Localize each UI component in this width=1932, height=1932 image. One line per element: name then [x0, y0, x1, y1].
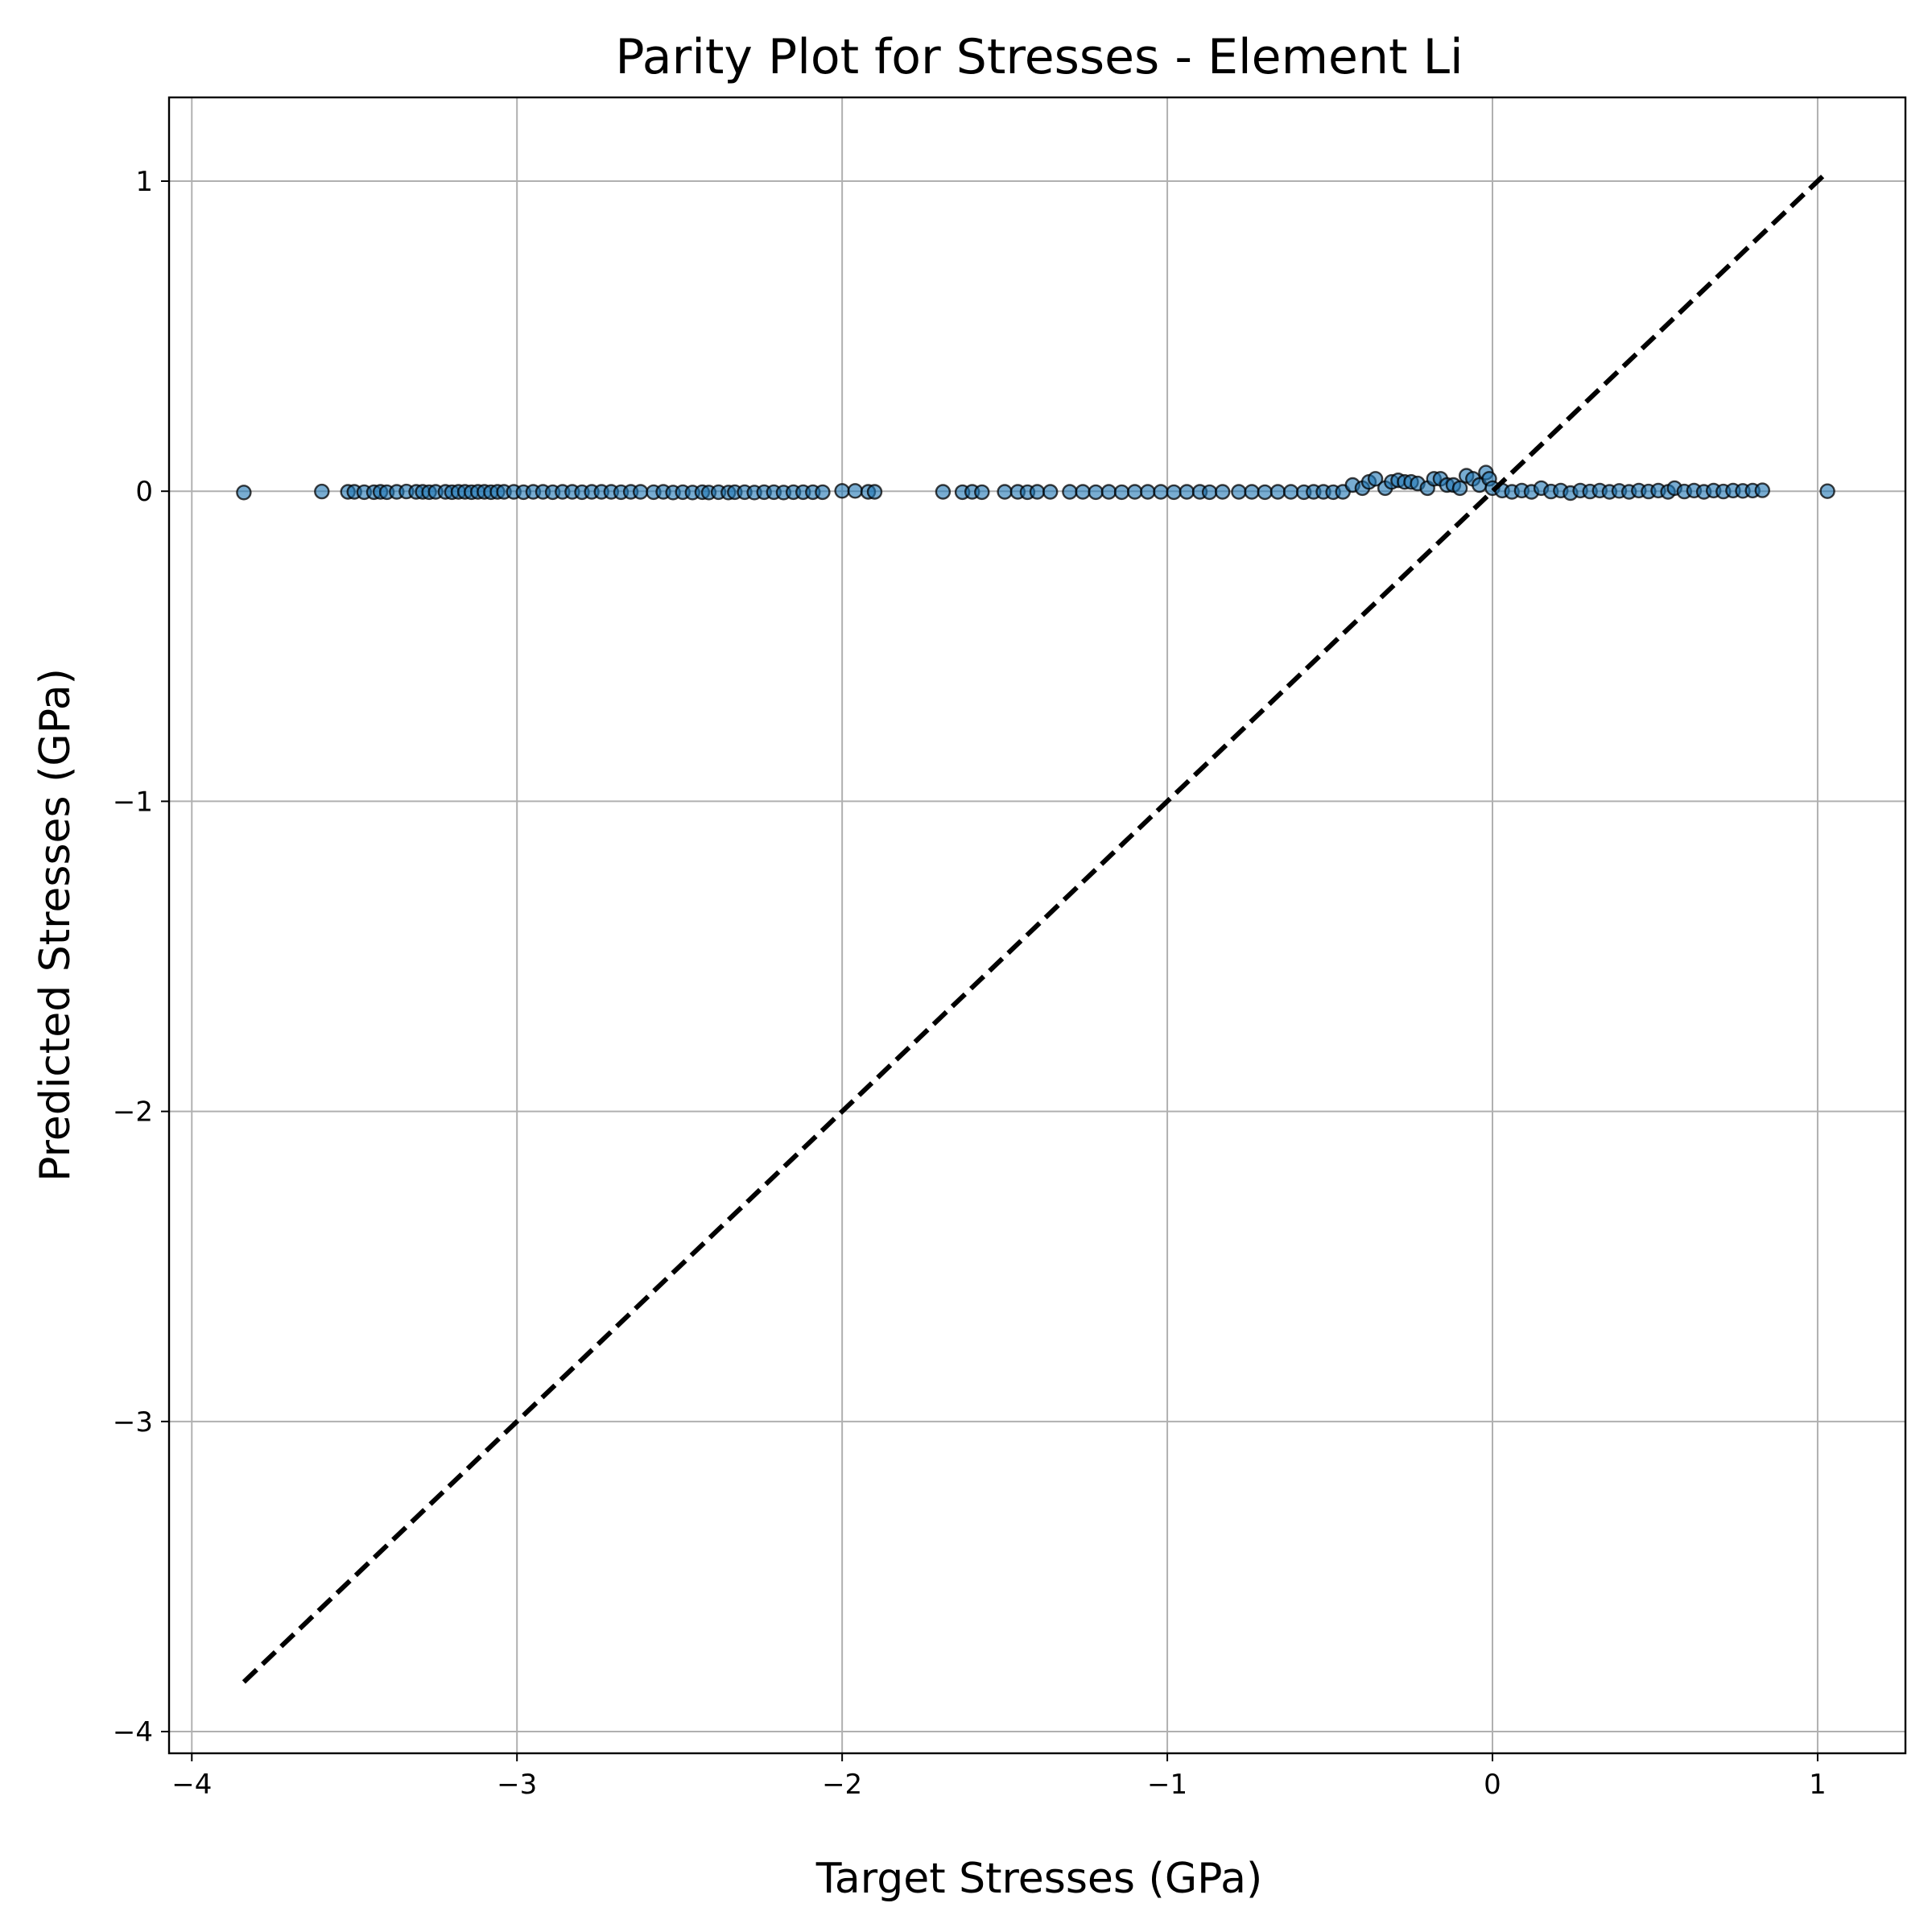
- data-point: [935, 484, 952, 500]
- data-point: [1201, 484, 1218, 501]
- data-point: [1029, 484, 1046, 500]
- x-tick-label: 1: [1809, 1769, 1827, 1801]
- data-point: [1179, 484, 1195, 500]
- data-point: [1100, 484, 1117, 500]
- x-tick-label: −4: [171, 1769, 212, 1801]
- data-point: [1367, 471, 1384, 487]
- data-point: [997, 484, 1013, 500]
- x-tick-label: −3: [497, 1769, 537, 1801]
- data-point: [974, 484, 990, 501]
- data-point: [1257, 484, 1274, 501]
- y-axis-ticks: −4 −3 −2 −1 0 1: [113, 166, 169, 1748]
- x-tick-label: −1: [1147, 1769, 1187, 1801]
- y-tick-label: 0: [135, 476, 153, 508]
- data-point: [1819, 483, 1835, 499]
- data-point: [1153, 484, 1169, 500]
- y-tick-label: 1: [135, 166, 153, 198]
- data-point: [1754, 482, 1771, 498]
- x-tick-label: −2: [822, 1769, 862, 1801]
- data-point: [1062, 484, 1078, 500]
- y-tick-label: −2: [113, 1096, 153, 1129]
- data-point: [1269, 484, 1286, 500]
- data-point: [1113, 484, 1130, 501]
- y-tick-label: −4: [113, 1716, 153, 1748]
- data-point: [633, 484, 649, 500]
- y-tick-label: −1: [113, 786, 153, 818]
- data-point: [1451, 480, 1468, 497]
- x-tick-label: 0: [1484, 1769, 1501, 1801]
- y-axis-label: Predicted Stresses (GPa): [31, 668, 80, 1182]
- parity-diagonal-line: [242, 170, 1830, 1684]
- data-point: [1214, 484, 1231, 500]
- x-axis-label: Target Stresses (GPa): [815, 1855, 1263, 1903]
- data-point: [1088, 484, 1104, 501]
- parity-line: [242, 170, 1830, 1684]
- y-tick-label: −3: [113, 1406, 153, 1439]
- data-point: [1244, 484, 1260, 500]
- data-point: [1042, 484, 1059, 500]
- chart-title: Parity Plot for Stresses - Element Li: [615, 29, 1463, 85]
- data-point: [815, 484, 831, 501]
- data-point: [1231, 484, 1247, 500]
- data-point: [1282, 484, 1299, 500]
- data-point: [866, 484, 883, 500]
- data-point: [1140, 484, 1156, 500]
- data-points: [236, 464, 1835, 502]
- data-point: [847, 483, 864, 499]
- plot-frame: [167, 96, 1907, 1755]
- data-point: [314, 483, 330, 500]
- data-point: [1075, 484, 1091, 500]
- data-point: [236, 485, 252, 501]
- data-point: [1126, 484, 1143, 500]
- data-point: [834, 483, 850, 499]
- x-axis-ticks: −4 −3 −2 −1 0 1: [171, 1753, 1827, 1801]
- data-point: [1166, 484, 1182, 501]
